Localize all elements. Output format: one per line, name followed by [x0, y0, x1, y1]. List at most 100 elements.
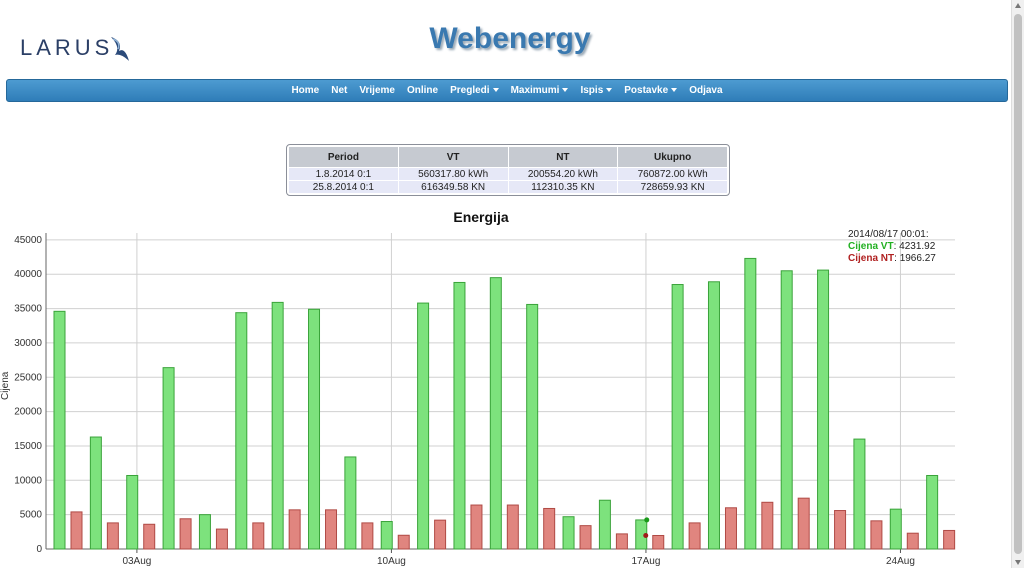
bar-vt — [526, 303, 539, 550]
bar-nt — [688, 522, 701, 550]
nav-item-vrijeme[interactable]: Vrijeme — [353, 85, 401, 96]
scroll-up-icon[interactable] — [1015, 3, 1021, 8]
chevron-down-icon — [562, 88, 569, 93]
bar-vt — [271, 301, 284, 550]
summary-header-cell: NT — [507, 146, 619, 168]
bar-vt — [453, 281, 466, 550]
tooltip-nt-value: 1966.27 — [899, 253, 936, 264]
nav-item-home[interactable]: Home — [285, 85, 325, 96]
nav-item-maximumi[interactable]: Maximumi — [505, 85, 575, 96]
bar-nt — [106, 522, 119, 550]
logo-text: LARUS — [20, 35, 114, 60]
bar-nt — [834, 510, 847, 550]
bar-vt — [489, 277, 502, 550]
bar-vt — [780, 270, 793, 550]
bar-nt — [943, 529, 956, 550]
bar-nt — [397, 534, 410, 550]
nav-item-label: Odjava — [689, 85, 723, 96]
table-cell: 760872.00 kWh — [617, 167, 728, 181]
x-tick-label: 03Aug — [122, 556, 151, 567]
bar-vt — [198, 514, 211, 550]
y-tick-label: 30000 — [14, 338, 42, 349]
nav-item-online[interactable]: Online — [401, 85, 444, 96]
x-tick-label: 17Aug — [631, 556, 660, 567]
app-title: Webenergy — [429, 22, 591, 55]
vertical-scrollbar[interactable] — [1011, 0, 1024, 568]
nav-item-net[interactable]: Net — [325, 85, 353, 96]
bar-nt — [506, 504, 519, 550]
table-cell: 112310.35 KN — [507, 180, 619, 194]
bar-vt — [344, 456, 357, 550]
y-tick-label: 25000 — [14, 372, 42, 383]
bar-nt — [797, 497, 810, 550]
bar-vt — [889, 508, 902, 550]
bar-nt — [70, 511, 83, 550]
nav-item-label: Home — [291, 85, 320, 96]
bar-nt — [215, 528, 228, 550]
y-tick-label: 5000 — [20, 510, 43, 521]
y-tick-label: 20000 — [14, 407, 42, 418]
bar-nt — [179, 518, 192, 550]
scroll-thumb[interactable] — [1014, 14, 1022, 554]
chevron-down-icon — [671, 88, 678, 93]
bar-nt — [325, 509, 338, 550]
bar-nt — [470, 504, 483, 550]
bar-nt — [761, 501, 774, 550]
nav-item-label: Vrijeme — [359, 85, 395, 96]
summary-table: Period VT NT Ukupno 1.8.2014 0:1 560317.80 k… — [286, 144, 730, 196]
table-cell: 616349.58 KN — [397, 180, 509, 194]
bar-vt — [235, 312, 248, 550]
scroll-down-icon[interactable] — [1015, 560, 1021, 565]
y-tick-label: 35000 — [14, 304, 42, 315]
summary-header-cell: VT — [397, 146, 509, 168]
y-tick-label: 45000 — [14, 235, 42, 246]
nav-item-label: Online — [406, 85, 439, 96]
table-cell: 200554.20 kWh — [507, 167, 619, 181]
bar-vt — [308, 308, 321, 550]
nav-item-odjava[interactable]: Odjava — [683, 85, 728, 96]
table-cell: 25.8.2014 0:1 — [288, 180, 399, 194]
nav-item-label: Net — [331, 85, 348, 96]
main-navbar: Home Net Vrijeme Online Pregledi Maximumi Ispi… — [6, 79, 1008, 102]
nav-item-label: Ispis — [580, 85, 604, 96]
bar-vt — [853, 438, 866, 550]
summary-header-row: Period VT NT Ukupno — [288, 146, 728, 168]
bar-nt — [434, 519, 447, 550]
nav-item-label: Postavke — [624, 85, 669, 96]
nav-item-label: Pregledi — [450, 85, 490, 96]
nav-item-pregledi[interactable]: Pregledi — [444, 85, 504, 96]
table-row: 1.8.2014 0:1 560317.80 kWh 200554.20 kWh 76… — [288, 167, 728, 181]
bar-vt — [926, 474, 939, 550]
bar-vt — [417, 302, 430, 550]
bar-vt — [126, 474, 139, 550]
bar-vt — [562, 516, 575, 550]
bar-nt — [724, 507, 737, 550]
bar-vt — [671, 284, 684, 550]
logo-swoosh-icon — [111, 37, 130, 61]
nav-item-postavke[interactable]: Postavke — [618, 85, 683, 96]
energy-bar-chart[interactable]: 0 5000 10000 15000 20000 25000 30000 35000 40000… — [0, 225, 1010, 568]
nav-item-ispis[interactable]: Ispis — [574, 85, 618, 96]
tooltip-vt-value: 4231.92 — [899, 241, 936, 252]
summary-header-cell: Period — [288, 146, 399, 168]
bar-nt — [361, 522, 374, 550]
table-cell: 728659.93 KN — [617, 180, 728, 194]
chart-tooltip: 2014/08/17 00:01: Cijena VT: 4231.92 Cij… — [848, 229, 936, 264]
nav-item-label: Maximumi — [510, 85, 560, 96]
tooltip-nt-label: Cijena NT — [848, 253, 895, 264]
y-tick-label: 40000 — [14, 269, 42, 280]
x-tick-label: 10Aug — [377, 556, 406, 567]
bar-vt — [53, 310, 66, 550]
y-tick-label: 0 — [36, 544, 42, 555]
y-tick-label: 15000 — [14, 441, 42, 452]
chevron-down-icon — [606, 88, 613, 93]
summary-header-cell: Ukupno — [617, 146, 728, 168]
bar-vt — [380, 521, 393, 550]
bar-nt — [906, 532, 919, 550]
chart-title: Energija — [453, 209, 509, 225]
bar-vt — [598, 499, 611, 550]
x-tick-label: 24Aug — [886, 556, 915, 567]
bar-vt — [744, 257, 757, 550]
table-cell: 1.8.2014 0:1 — [288, 167, 399, 181]
bar-vt — [817, 269, 830, 550]
